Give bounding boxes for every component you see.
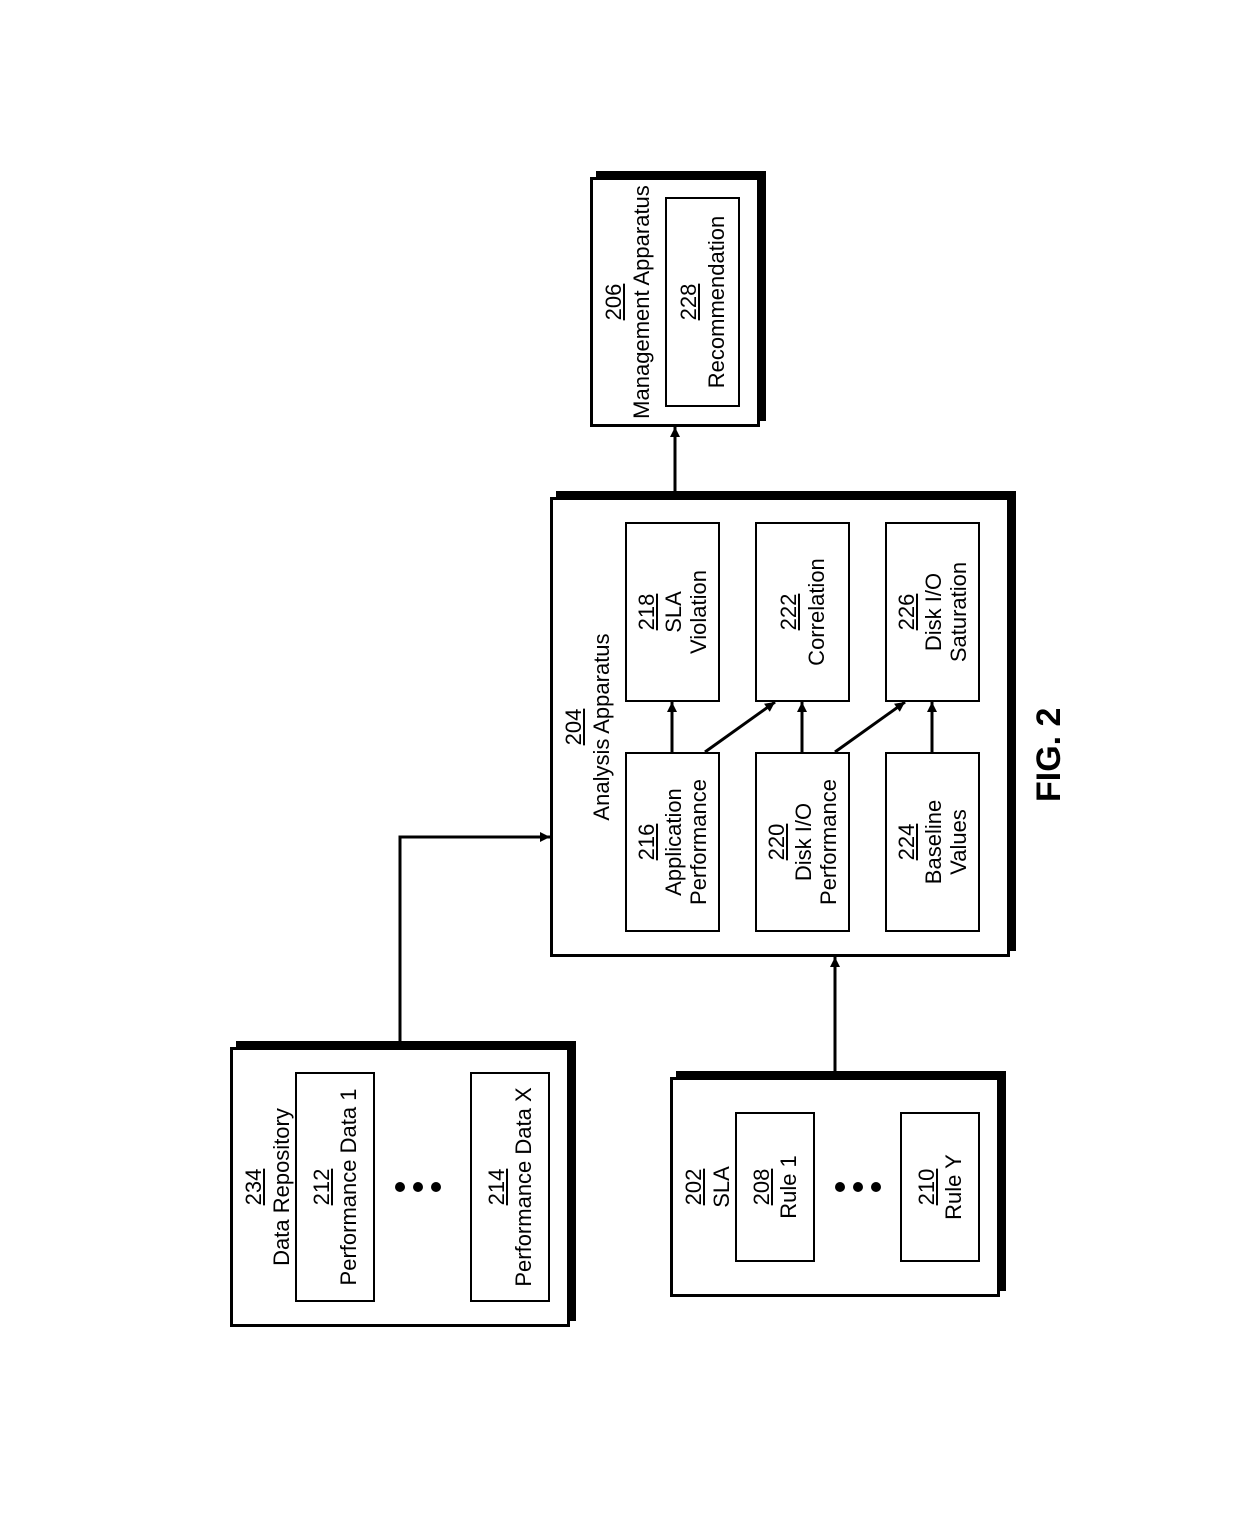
ref-analysis: 204: [561, 500, 587, 954]
ref-rule-1: 208: [749, 1168, 774, 1205]
label-correlation: Correlation: [804, 558, 829, 666]
dot-icon: [431, 1182, 441, 1192]
ref-correlation: 222: [776, 593, 801, 630]
dot-icon: [395, 1182, 405, 1192]
label-sla: SLA: [709, 1080, 735, 1294]
ref-rule-y: 210: [914, 1168, 939, 1205]
title-data-repository: 234 Data Repository: [241, 1050, 295, 1324]
box-perf-data-x: 214 Performance Data X: [470, 1072, 550, 1302]
ref-baseline: 224: [894, 823, 919, 860]
diagram-canvas: 234 Data Repository 212 Performance Data…: [170, 157, 1070, 1357]
dot-icon: [835, 1182, 845, 1192]
box-rule-1: 208 Rule 1: [735, 1112, 815, 1262]
dot-icon: [871, 1182, 881, 1192]
figure-label: FIG. 2: [1030, 707, 1069, 801]
ref-app-perf: 216: [634, 823, 659, 860]
box-app-perf: 216 Application Performance: [625, 752, 720, 932]
label-sla-violation-1: SLA: [661, 591, 686, 633]
title-analysis: 204 Analysis Apparatus: [561, 500, 615, 954]
ref-recommendation: 228: [676, 283, 701, 320]
label-rule-y: Rule Y: [941, 1154, 966, 1220]
label-disk-sat-2: Saturation: [946, 561, 971, 661]
box-disk-sat: 226 Disk I/O Saturation: [885, 522, 980, 702]
title-sla: 202 SLA: [681, 1080, 735, 1294]
box-correlation: 222 Correlation: [755, 522, 850, 702]
label-perf-data-x: Performance Data X: [511, 1087, 536, 1286]
box-perf-data-1: 212 Performance Data 1: [295, 1072, 375, 1302]
label-disk-perf-2: Performance: [816, 779, 841, 905]
label-management: Management Apparatus: [629, 180, 655, 424]
ref-management: 206: [601, 180, 627, 424]
label-analysis: Analysis Apparatus: [589, 500, 615, 954]
label-perf-data-1: Performance Data 1: [336, 1088, 361, 1285]
box-sla-violation: 218 SLA Violation: [625, 522, 720, 702]
ref-perf-data-1: 212: [309, 1168, 334, 1205]
ref-disk-sat: 226: [894, 593, 919, 630]
ellipsis-sla: [835, 1182, 881, 1192]
label-app-perf-1: Application: [661, 788, 686, 896]
box-rule-y: 210 Rule Y: [900, 1112, 980, 1262]
arrow-dr-to-analysis: [400, 837, 550, 1041]
title-management: 206 Management Apparatus: [601, 180, 655, 424]
label-rule-1: Rule 1: [776, 1155, 801, 1219]
box-disk-perf: 220 Disk I/O Performance: [755, 752, 850, 932]
dot-icon: [853, 1182, 863, 1192]
label-app-perf-2: Performance: [686, 779, 711, 905]
box-recommendation: 228 Recommendation: [665, 197, 740, 407]
ref-sla-violation: 218: [634, 593, 659, 630]
label-baseline-2: Values: [946, 809, 971, 875]
dot-icon: [413, 1182, 423, 1192]
diagram-root: 234 Data Repository 212 Performance Data…: [170, 157, 1070, 1357]
ref-sla: 202: [681, 1080, 707, 1294]
label-disk-perf-1: Disk I/O: [791, 802, 816, 880]
label-sla-violation-2: Violation: [686, 570, 711, 654]
label-baseline-1: Baseline: [921, 799, 946, 883]
ref-disk-perf: 220: [764, 823, 789, 860]
label-data-repository: Data Repository: [269, 1050, 295, 1324]
ref-perf-data-x: 214: [484, 1168, 509, 1205]
ellipsis-data-repository: [395, 1182, 441, 1192]
label-disk-sat-1: Disk I/O: [921, 572, 946, 650]
label-recommendation: Recommendation: [704, 215, 729, 387]
ref-data-repository: 234: [241, 1050, 267, 1324]
box-baseline: 224 Baseline Values: [885, 752, 980, 932]
